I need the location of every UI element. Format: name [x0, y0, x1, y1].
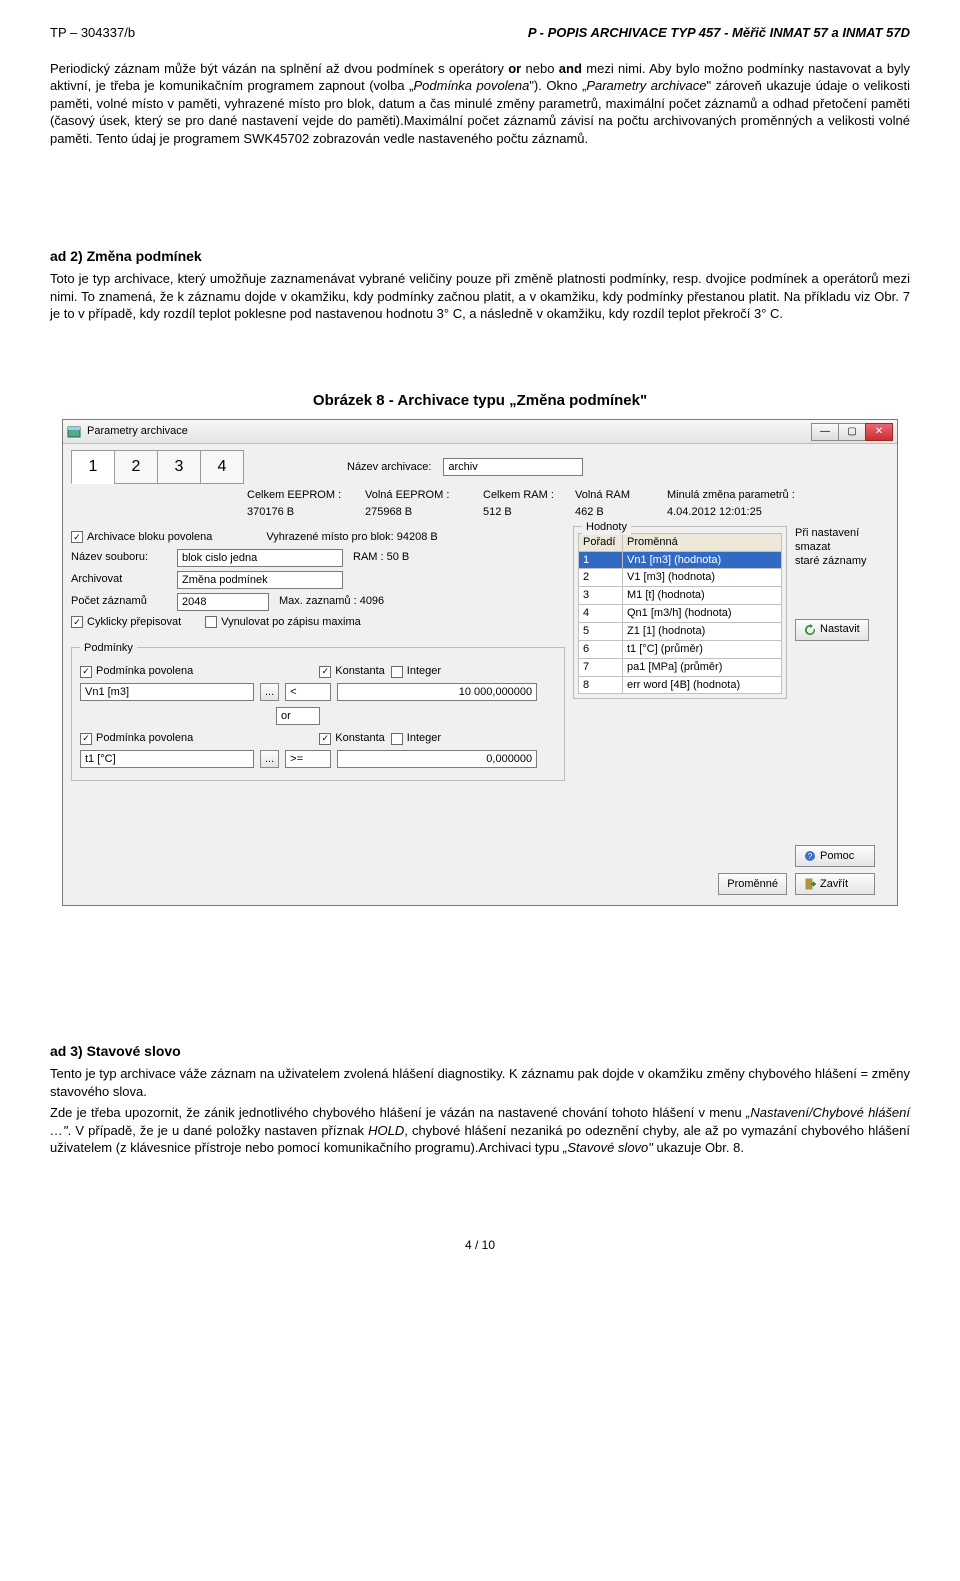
intro-paragraph: Periodický záznam může být vázán na spln…	[50, 60, 910, 148]
conditions-group: Podmínky Podmínka povolena Konstanta Int…	[71, 647, 565, 781]
section-3-title: ad 3) Stavové slovo	[50, 1042, 910, 1061]
stat-label: Minulá změna parametrů :	[667, 488, 837, 503]
checkbox-icon	[391, 733, 403, 745]
checkbox-icon	[319, 733, 331, 745]
table-row[interactable]: 6t1 [°C] (průměr)	[579, 640, 782, 658]
chk-archive-enabled[interactable]: Archivace bloku povolena	[71, 530, 212, 545]
cond1-browse-button[interactable]: ...	[260, 683, 279, 701]
tab-1[interactable]: 1	[71, 450, 115, 484]
checkbox-icon	[71, 616, 83, 628]
section-3-p1: Tento je typ archivace váže záznam na už…	[50, 1065, 910, 1100]
refresh-icon	[804, 624, 816, 636]
table-row[interactable]: 8err word [4B] (hodnota)	[579, 676, 782, 694]
record-count-label: Počet záznamů	[71, 594, 171, 609]
table-row[interactable]: 1Vn1 [m3] (hodnota)	[579, 551, 782, 569]
checkbox-icon	[391, 666, 403, 678]
chk-cyclic-overwrite[interactable]: Cyklicky přepisovat	[71, 615, 181, 630]
stat-value: 275968 B	[365, 505, 483, 520]
block-tabs: 1 2 3 4	[71, 450, 243, 484]
ram-label: RAM : 50 B	[353, 550, 565, 565]
section-2-title: ad 2) Změna podmínek	[50, 247, 910, 266]
archive-name-label: Název archivace:	[347, 460, 431, 475]
checkbox-icon	[319, 666, 331, 678]
values-group: Hodnoty Pořadí Proměnná 1Vn1 [m3] (hodno…	[573, 526, 787, 700]
titlebar[interactable]: Parametry archivace — ▢ ✕	[63, 420, 897, 444]
tab-3[interactable]: 3	[157, 450, 201, 484]
chk-cond1-const[interactable]: Konstanta	[319, 664, 385, 679]
archive-mode-select[interactable]	[177, 571, 343, 589]
cond2-variable-input[interactable]	[80, 750, 254, 768]
table-row[interactable]: 7pa1 [MPa] (průměr)	[579, 658, 782, 676]
archive-name-input[interactable]	[443, 458, 583, 476]
archive-mode-label: Archivovat	[71, 572, 171, 587]
stat-value: 4.04.2012 12:01:25	[667, 505, 837, 520]
chk-zero-on-max[interactable]: Vynulovat po zápisu maxima	[205, 615, 361, 630]
chk-cond1-enabled[interactable]: Podmínka povolena	[80, 664, 193, 679]
checkbox-icon	[80, 666, 92, 678]
cond1-value-input[interactable]	[337, 683, 537, 701]
side-text: Při nastavení smazat staré záznamy	[795, 526, 867, 569]
door-icon	[804, 878, 816, 890]
cond1-operator-select[interactable]	[285, 683, 331, 701]
window-title: Parametry archivace	[87, 424, 812, 439]
cond2-browse-button[interactable]: ...	[260, 750, 279, 768]
cond1-variable-input[interactable]	[80, 683, 254, 701]
figure-caption: Obrázek 8 - Archivace typu „Změna podmín…	[50, 391, 910, 411]
stat-label: Celkem EEPROM :	[247, 488, 365, 503]
col-variable: Proměnná	[623, 533, 782, 551]
apply-button[interactable]: Nastavit	[795, 619, 869, 641]
stat-value: 370176 B	[247, 505, 365, 520]
tab-4[interactable]: 4	[200, 450, 244, 484]
filename-label: Název souboru:	[71, 550, 171, 565]
tab-2[interactable]: 2	[114, 450, 158, 484]
checkbox-icon	[205, 616, 217, 628]
max-records-label: Max. zaznamů : 4096	[279, 594, 384, 609]
table-row[interactable]: 5Z1 [1] (hodnota)	[579, 622, 782, 640]
minimize-button[interactable]: —	[811, 423, 839, 441]
close-button[interactable]: ✕	[865, 423, 893, 441]
header-right: P - POPIS ARCHIVACE TYP 457 - Měřič INMA…	[528, 24, 910, 42]
cond2-value-input[interactable]	[337, 750, 537, 768]
logic-operator-select[interactable]	[276, 707, 320, 725]
section-3-p2: Zde je třeba upozornit, že zánik jednotl…	[50, 1104, 910, 1157]
values-table: Pořadí Proměnná 1Vn1 [m3] (hodnota)2V1 […	[578, 533, 782, 695]
header-left: TP – 304337/b	[50, 24, 135, 42]
values-legend: Hodnoty	[582, 520, 631, 535]
chk-cond1-int[interactable]: Integer	[391, 664, 441, 679]
variables-button[interactable]: Proměnné	[718, 873, 787, 895]
close-dialog-button[interactable]: Zavřít	[795, 873, 875, 895]
cond2-operator-select[interactable]	[285, 750, 331, 768]
chk-cond2-int[interactable]: Integer	[391, 731, 441, 746]
checkbox-icon	[80, 733, 92, 745]
checkbox-icon	[71, 531, 83, 543]
stat-label: Celkem RAM :	[483, 488, 575, 503]
maximize-button[interactable]: ▢	[838, 423, 866, 441]
col-order: Pořadí	[579, 533, 623, 551]
section-2-body: Toto je typ archivace, který umožňuje za…	[50, 270, 910, 323]
page-number: 4 / 10	[50, 1237, 910, 1253]
svg-text:?: ?	[808, 852, 813, 861]
help-icon: ?	[804, 850, 816, 862]
help-button[interactable]: ? Pomoc	[795, 845, 875, 867]
conditions-legend: Podmínky	[80, 641, 137, 656]
record-count-input[interactable]	[177, 593, 269, 611]
dialog-window: Parametry archivace — ▢ ✕ 1 2 3 4 Název …	[62, 419, 898, 906]
reserved-space-label: Vyhrazené místo pro blok: 94208 B	[266, 530, 437, 545]
page-header: TP – 304337/b P - POPIS ARCHIVACE TYP 45…	[50, 24, 910, 42]
stat-row: Celkem EEPROM : 370176 B Volná EEPROM : 27…	[247, 488, 889, 520]
window-icon	[67, 425, 81, 439]
chk-cond2-enabled[interactable]: Podmínka povolena	[80, 731, 193, 746]
stat-value: 512 B	[483, 505, 575, 520]
table-row[interactable]: 2V1 [m3] (hodnota)	[579, 569, 782, 587]
filename-input[interactable]	[177, 549, 343, 567]
table-row[interactable]: 3M1 [t] (hodnota)	[579, 587, 782, 605]
chk-cond2-const[interactable]: Konstanta	[319, 731, 385, 746]
stat-value: 462 B	[575, 505, 667, 520]
stat-label: Volná RAM	[575, 488, 667, 503]
table-row[interactable]: 4Qn1 [m3/h] (hodnota)	[579, 605, 782, 623]
stat-label: Volná EEPROM :	[365, 488, 483, 503]
